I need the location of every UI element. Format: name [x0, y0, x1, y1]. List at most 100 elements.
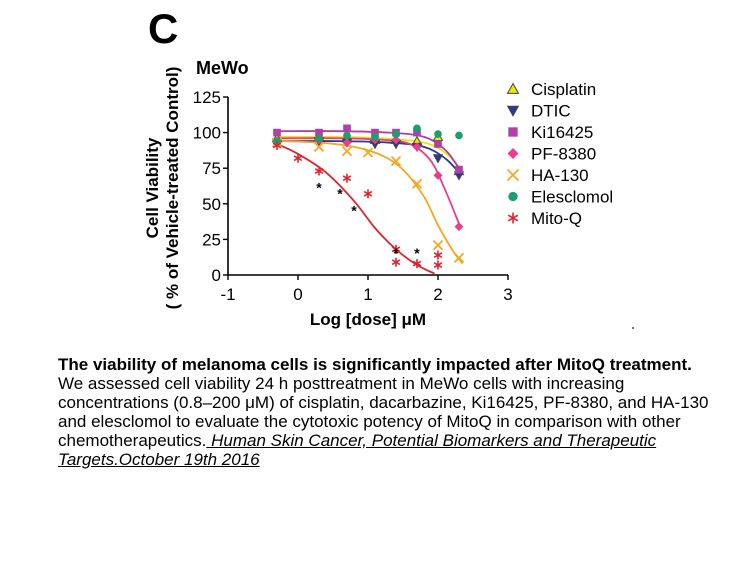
- point-mito-q: [293, 153, 303, 163]
- chart-title: MeWo: [196, 58, 249, 78]
- marker-shape: [343, 131, 351, 140]
- marker-stroke: [506, 168, 520, 182]
- point-ki16425: [273, 128, 281, 137]
- legend-label: DTIC: [531, 102, 571, 121]
- fit-curve-pf-8380: [276, 137, 460, 225]
- legend-item: Ki16425: [508, 123, 593, 142]
- marker-shape: [315, 134, 323, 143]
- marker-shape: [434, 140, 442, 148]
- y-tick-label: 50: [202, 195, 221, 214]
- marker-shape: [273, 128, 281, 137]
- marker-shape: [508, 127, 518, 137]
- legend-swatch: [506, 168, 520, 182]
- legend-item: HA-130: [506, 166, 589, 185]
- point-mito-q: [412, 259, 422, 269]
- legend: Cisplatin DTIC Ki16425 PF-8380 HA-130 Elesclo…: [506, 80, 613, 228]
- point-pf-8380: [391, 135, 401, 145]
- marker-stroke: [293, 155, 303, 162]
- marker-stroke: [507, 214, 519, 222]
- point-ki16425: [434, 140, 442, 148]
- marker-shape: [506, 82, 520, 94]
- point-pf-8380: [433, 170, 443, 180]
- point-pf-8380: [412, 142, 422, 152]
- marker-stroke: [391, 259, 401, 266]
- legend-item: DTIC: [506, 102, 571, 121]
- marker-stroke: [363, 190, 373, 197]
- marker-shape: [454, 222, 464, 232]
- legend-swatch: [507, 212, 519, 224]
- y-tick-label: 100: [193, 124, 221, 143]
- fit-curve-cisplatin: [276, 135, 460, 168]
- marker-stroke: [433, 262, 443, 268]
- marker-shape: [342, 138, 352, 148]
- marker-stroke: [432, 239, 444, 251]
- point-ki16425: [455, 165, 463, 174]
- point-mito-q: [342, 173, 352, 183]
- point-mito-q: [272, 140, 282, 150]
- legend-item: Mito-Q: [507, 209, 582, 228]
- point-elesclomol: [343, 131, 351, 140]
- point-pf-8380: [342, 138, 352, 148]
- caption-title: The viability of melanoma cells is signi…: [58, 355, 692, 374]
- marker-stroke: [272, 142, 282, 149]
- point-pf-8380: [454, 222, 464, 232]
- point-mito-q: [433, 260, 443, 270]
- marker-shape: [343, 124, 351, 133]
- point-ha-130: [390, 155, 402, 167]
- chart: C MeWo Cell Viability ( % of Vehicle-tre…: [143, 5, 634, 329]
- x-tick-label: 2: [433, 285, 442, 304]
- panel-label: C: [148, 5, 178, 52]
- marker-shape: [371, 128, 379, 137]
- point-elesclomol: [413, 124, 421, 133]
- x-tick-label: 3: [503, 285, 512, 304]
- marker-stroke: [391, 246, 401, 253]
- legend-label: Cisplatin: [531, 80, 596, 99]
- point-elesclomol: [371, 133, 379, 141]
- marker-stroke: [342, 175, 352, 182]
- y-axis-title-line2: ( % of Vehicle-treated Control): [163, 67, 182, 310]
- marker-shape: [432, 154, 444, 164]
- point-ha-130: [453, 252, 465, 264]
- legend-item: Cisplatin: [506, 80, 596, 99]
- point-ki16425: [371, 128, 379, 137]
- legend-swatch: [506, 82, 520, 94]
- legend-label: PF-8380: [531, 145, 596, 164]
- y-tick-label: 75: [202, 159, 221, 178]
- marker-shape: [391, 135, 401, 145]
- x-tick-label: 1: [363, 285, 372, 304]
- marker-stroke: [314, 168, 324, 174]
- significance-star: *: [414, 245, 420, 261]
- figure-caption: The viability of melanoma cells is signi…: [58, 355, 723, 469]
- point-ki16425: [315, 128, 323, 137]
- legend-item: Elesclomol: [508, 188, 613, 207]
- caption-source-link[interactable]: Human Skin Cancer, Potential Biomarkers …: [58, 431, 657, 469]
- marker-shape: [434, 130, 442, 138]
- point-elesclomol: [455, 131, 463, 140]
- marker-stroke: [411, 178, 423, 190]
- marker-shape: [392, 130, 400, 138]
- marker-shape: [412, 142, 422, 152]
- point-ha-130: [362, 147, 374, 158]
- marker-stroke: [412, 260, 422, 267]
- legend-swatch: [508, 127, 518, 137]
- point-mito-q: [433, 250, 443, 260]
- marker-shape: [413, 124, 421, 133]
- data-points: [271, 124, 465, 270]
- point-mito-q: [391, 257, 401, 267]
- marker-shape: [507, 148, 519, 159]
- x-tick-label: 0: [293, 285, 302, 304]
- y-tick-label: 25: [202, 230, 221, 249]
- marker-shape: [315, 128, 323, 137]
- significance-star: *: [316, 180, 322, 196]
- legend-swatch: [507, 148, 519, 159]
- fit-curve-ki16425: [276, 130, 460, 169]
- legend-label: Elesclomol: [531, 188, 613, 207]
- y-axis-title-line1: Cell Viability: [143, 137, 162, 238]
- marker-shape: [455, 165, 463, 174]
- marker-shape: [455, 131, 463, 140]
- marker-shape: [413, 128, 421, 137]
- marker-stroke: [313, 141, 325, 152]
- marker-shape: [433, 170, 443, 180]
- legend-label: Mito-Q: [531, 209, 582, 228]
